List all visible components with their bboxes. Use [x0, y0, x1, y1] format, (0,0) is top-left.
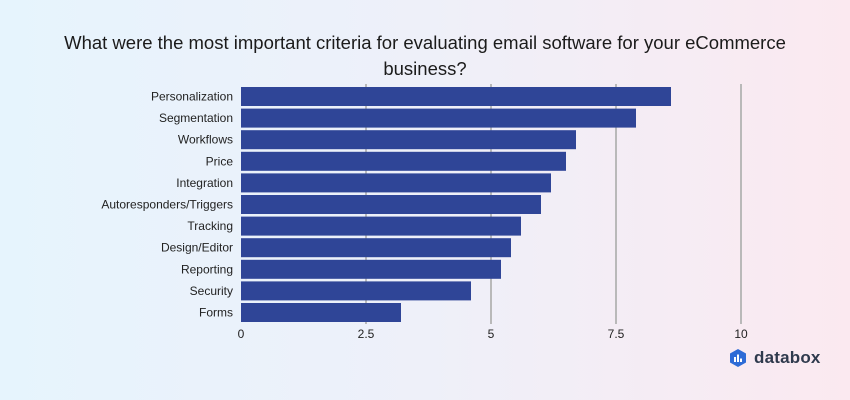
category-label: Tracking — [187, 219, 233, 233]
category-label: Segmentation — [159, 111, 233, 125]
bar-integration — [241, 173, 551, 193]
bars — [241, 87, 671, 322]
bar-reporting — [241, 259, 501, 279]
category-label: Security — [190, 284, 233, 298]
x-tick-label: 2.5 — [358, 327, 375, 341]
bar-segmentation — [241, 108, 636, 128]
x-tick-label: 7.5 — [608, 327, 625, 341]
category-label: Personalization — [151, 90, 233, 104]
category-label: Price — [206, 154, 234, 168]
category-labels: Personalization Segmentation Workflows Pric… — [101, 90, 233, 320]
bar-tracking — [241, 216, 521, 236]
category-label: Integration — [176, 176, 233, 190]
category-label: Reporting — [181, 262, 233, 276]
bar-workflows — [241, 130, 576, 150]
bar-security — [241, 281, 471, 301]
x-axis-tick-labels: 0 2.5 5 7.5 10 — [238, 327, 748, 341]
category-label: Design/Editor — [161, 241, 233, 255]
bar-forms — [241, 303, 401, 322]
x-tick-label: 10 — [734, 327, 748, 341]
bar-autoresponders-triggers — [241, 195, 541, 214]
category-label: Workflows — [178, 133, 233, 147]
bar-personalization — [241, 87, 671, 106]
chart-title: What were the most important criteria fo… — [64, 32, 786, 79]
brand-name: databox — [754, 348, 821, 367]
x-tick-label: 0 — [238, 327, 245, 341]
x-tick-label: 5 — [488, 327, 495, 341]
bar-design-editor — [241, 238, 511, 258]
category-label: Autoresponders/Triggers — [101, 198, 233, 212]
category-label: Forms — [199, 306, 233, 320]
databox-logo-icon — [730, 349, 746, 367]
bar-price — [241, 151, 566, 171]
brand-logo: databox — [728, 348, 821, 368]
